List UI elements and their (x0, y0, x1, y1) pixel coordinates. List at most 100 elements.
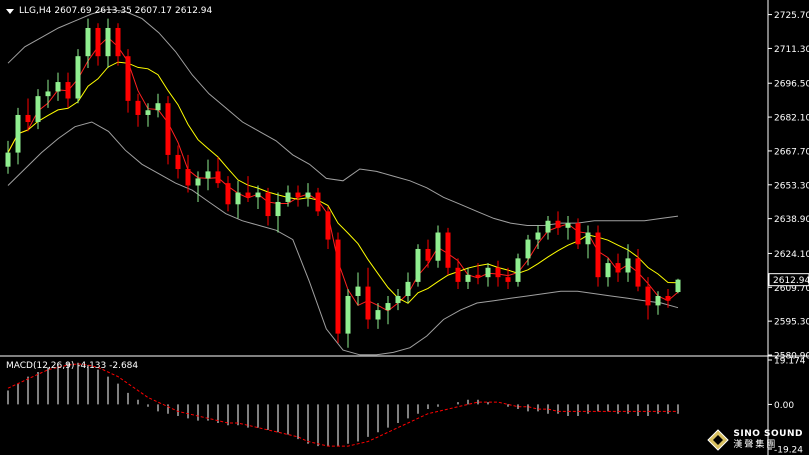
candle-body (255, 192, 261, 198)
low-value: 2607.17 (134, 6, 173, 16)
price-tick-label: 2624.10 (774, 250, 809, 260)
candle-body (645, 286, 651, 306)
candle-body (75, 56, 81, 99)
symbol-label: LLG,H4 (19, 6, 52, 16)
candle-body (625, 258, 631, 273)
price-tick-label: 2667.70 (774, 147, 809, 157)
candle-body (275, 201, 281, 217)
price-tick-label: 2682.10 (774, 114, 809, 124)
candlestick-series (5, 18, 681, 348)
close-value: 2612.94 (175, 6, 213, 16)
candle-body (585, 232, 591, 245)
diamond-logo-icon (707, 429, 730, 451)
candle-body (165, 103, 171, 155)
candle-body (65, 82, 71, 99)
candle-body (325, 211, 331, 240)
candle-body (375, 310, 381, 320)
candle-body (525, 239, 531, 259)
price-tick-label: 2711.30 (774, 45, 809, 55)
candle-body (315, 192, 321, 212)
candle-body (25, 114, 31, 123)
symbol-info-bar: LLG,H4 2607.69 2613.35 2607.17 2612.94 (6, 6, 212, 16)
candle-body (45, 91, 51, 97)
candle-body (485, 267, 491, 278)
price-tick-label: 2609.70 (774, 284, 809, 294)
candle-body (575, 223, 581, 245)
candle-body (185, 169, 191, 186)
price-axis: 2725.70 2711.30 2696.50 2682.10 2667.70 2653.… (768, 11, 809, 362)
candle-body (495, 267, 501, 278)
price-tick-label: 2725.70 (774, 11, 809, 21)
price-tick-label: 2638.90 (774, 215, 809, 225)
price-tick-label: 2653.30 (774, 181, 809, 191)
candle-body (425, 248, 431, 261)
candle-body (405, 281, 411, 296)
candle-body (55, 82, 61, 92)
candle-body (415, 248, 421, 282)
macd-info-bar: MACD(12,26,9) -4.133 -2.684 (6, 361, 138, 371)
candle-body (305, 192, 311, 198)
open-value: 2607.69 (54, 6, 92, 16)
candle-body (225, 183, 231, 205)
price-tick-label: 2580.90 (774, 352, 809, 362)
candle-body (145, 110, 151, 115)
candle-body (635, 258, 641, 287)
candle-body (665, 295, 671, 301)
candle-body (535, 232, 541, 240)
candle-body (385, 303, 391, 311)
candle-body (265, 192, 271, 217)
macd-tick-label: 0.00 (774, 401, 794, 411)
candle-body (95, 27, 101, 57)
candle-body (105, 27, 111, 57)
candle-body (565, 223, 571, 228)
candle-body (35, 96, 41, 123)
dropdown-triangle-icon[interactable] (6, 8, 14, 14)
candle-body (395, 295, 401, 304)
candle-body (125, 56, 131, 101)
macd-tick-label: 19.174 (774, 357, 806, 367)
candle-body (195, 178, 201, 186)
macd-histogram (7, 362, 679, 447)
macd-signal-line (7, 363, 678, 447)
candle-body (335, 239, 341, 334)
current-price-box (768, 273, 809, 287)
candle-body (135, 100, 141, 115)
macd-tick-label: -19.24 (774, 446, 803, 455)
candle-body (605, 263, 611, 278)
candle-body (615, 263, 621, 273)
candle-body (155, 103, 161, 111)
macd-signal-value: -2.684 (109, 361, 139, 371)
high-value: 2613.35 (94, 6, 132, 16)
current-price-label: 2612.94 (773, 276, 809, 286)
candle-body (215, 171, 221, 184)
bollinger-bands (7, 8, 679, 356)
candle-body (205, 171, 211, 179)
candle-body (235, 192, 241, 205)
macd-label: MACD(12,26,9) (6, 361, 75, 371)
candle-body (175, 154, 181, 170)
candle-body (675, 279, 681, 293)
candle-body (445, 232, 451, 268)
candle-body (455, 267, 461, 282)
price-tick-label: 2696.50 (774, 80, 809, 90)
macd-signal-polyline (7, 363, 678, 447)
brand-name-cn: 漢聲集團 (733, 440, 778, 450)
candle-body (355, 286, 361, 296)
candle-body (285, 192, 291, 202)
candle-body (655, 295, 661, 306)
candle-body (345, 295, 351, 334)
candle-body (85, 27, 91, 57)
macd-main-value: -4.133 (77, 361, 107, 371)
candle-body (5, 152, 11, 167)
macd-axis: 19.174 0.00 -19.24 (768, 357, 806, 455)
candle-body (245, 192, 251, 198)
ma-slow-line (7, 61, 679, 304)
candle-body (475, 274, 481, 278)
candle-body (295, 192, 301, 198)
band-upper-line (7, 8, 679, 226)
brand-logo: SINO SOUND 漢聲集團 (707, 429, 803, 451)
brand-name-en: SINO SOUND (733, 429, 803, 439)
